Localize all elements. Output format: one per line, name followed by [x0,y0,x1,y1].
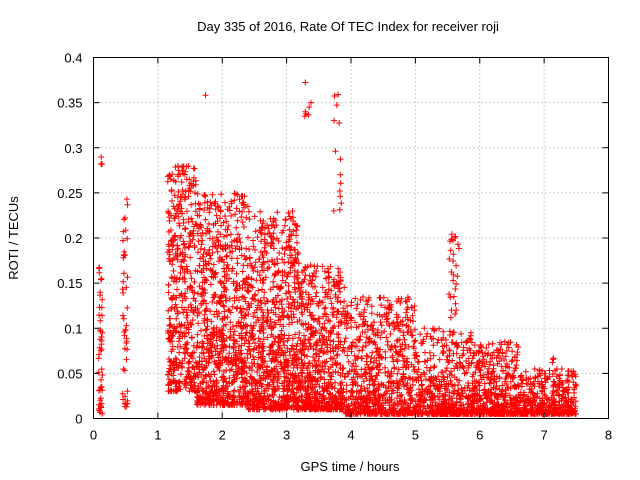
grid [93,57,609,419]
y-tick-label: 0 [75,412,82,427]
y-tick-labels: 0 0.05 0.1 0.15 0.2 0.25 0.3 0.35 0.4 [57,51,82,427]
y-tick-label: 0.15 [57,276,82,291]
y-tick-label: 0.4 [64,51,82,66]
x-tick-label: 6 [476,428,483,443]
y-tick-label: 0.1 [64,321,82,336]
x-tick-label: 1 [154,428,161,443]
x-tick-label: 3 [283,428,290,443]
x-axis-label: GPS time / hours [301,459,400,474]
axis-ticks [93,57,609,419]
y-tick-label: 0.3 [64,141,82,156]
y-tick-label: 0.2 [64,231,82,246]
data-points [95,79,580,417]
y-tick-label: 0.35 [57,96,82,111]
chart-title: Day 335 of 2016, Rate Of TEC Index for r… [197,19,499,34]
x-tick-label: 0 [90,428,97,443]
y-tick-label: 0.25 [57,186,82,201]
x-tick-label: 2 [219,428,226,443]
x-tick-label: 8 [605,428,612,443]
x-tick-labels: 0 1 2 3 4 5 6 7 8 [90,428,612,443]
x-tick-label: 5 [412,428,419,443]
x-tick-label: 4 [347,428,354,443]
y-tick-label: 0.05 [57,366,82,381]
x-tick-label: 7 [541,428,548,443]
roti-markers [95,79,580,417]
y-axis-label: ROTI / TECUs [6,196,21,280]
